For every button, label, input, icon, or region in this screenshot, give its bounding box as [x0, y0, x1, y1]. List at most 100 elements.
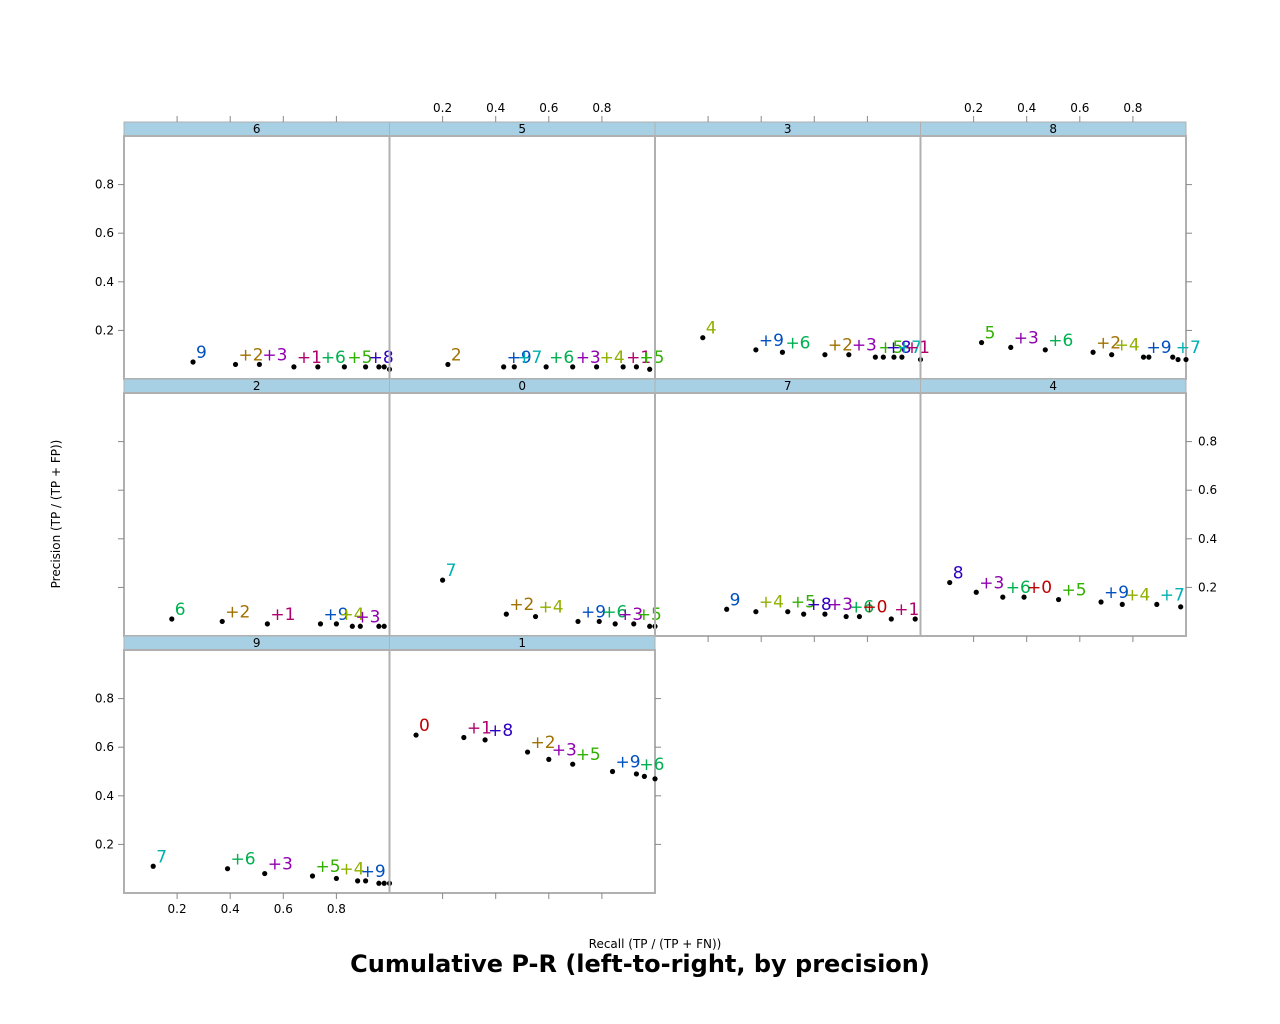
data-point — [262, 870, 268, 877]
point-label: +4 — [1125, 585, 1150, 605]
point-label: +6 — [1006, 578, 1031, 598]
bottom-x-axis-0: 0.2 0.4 0.6 0.8 — [168, 893, 346, 916]
point-label: +6 — [231, 850, 256, 870]
data-point — [596, 618, 602, 625]
data-point — [1021, 594, 1027, 600]
axes-layer: 0.2 0.4 0.6 0.8 0.2 0.4 0.6 0.80.2 0.4 0.6 0.80.20… — [95, 101, 1217, 916]
data-point — [978, 339, 985, 346]
data-point — [190, 359, 196, 365]
data-point — [315, 364, 321, 370]
data-point — [1154, 601, 1160, 608]
data-point — [1008, 344, 1014, 351]
panel-7: 7 9 +4 +5+8+3+6+0 +1 — [654, 378, 922, 637]
panel-9: 9 7 +6 +3 +5+4+9 — [123, 635, 393, 894]
point-label: +4 — [539, 598, 564, 618]
point-label: +3 — [355, 607, 380, 627]
data-point — [612, 621, 618, 627]
point-label: +2 — [531, 733, 556, 753]
data-point — [349, 623, 355, 629]
point-label: +6 — [785, 333, 810, 353]
point-label: 5 — [985, 324, 996, 344]
data-point — [357, 623, 363, 629]
data-point — [381, 623, 387, 629]
x-tick-label: 0.8 — [592, 101, 611, 115]
point-label: +7 — [517, 348, 542, 368]
data-point — [503, 611, 509, 617]
strip-label-8: 8 — [1049, 122, 1057, 136]
strip-label-2: 2 — [253, 379, 261, 393]
data-point — [232, 361, 239, 368]
point-label: +5 — [878, 338, 903, 358]
data-point — [363, 878, 369, 884]
panel-frame-1 — [388, 649, 656, 894]
data-point — [524, 749, 531, 755]
data-point — [724, 606, 730, 612]
point-label: +4 — [759, 593, 784, 613]
panel-0: 0 7 +2 +4 +9+6+3+5 — [388, 378, 662, 637]
data-point — [264, 621, 270, 627]
y-tick-label: 0.6 — [95, 740, 114, 754]
data-point — [309, 873, 316, 879]
data-point — [652, 776, 658, 782]
point-label: +8 — [369, 348, 394, 368]
strip-label-5: 5 — [518, 122, 526, 136]
x-tick-label: 0.6 — [274, 902, 293, 916]
data-point — [341, 364, 347, 370]
data-point — [1109, 352, 1115, 358]
point-label: +4 — [1115, 336, 1140, 356]
data-point — [856, 613, 863, 620]
data-point — [376, 623, 382, 629]
point-label: +9 — [1104, 583, 1129, 603]
data-point — [376, 364, 382, 370]
right-y-axis-0 — [1186, 184, 1192, 331]
point-label: 8 — [953, 564, 964, 584]
point-label: +9 — [1147, 338, 1172, 358]
point-label: +1 — [894, 600, 919, 620]
y-tick-label: 0.4 — [1198, 532, 1217, 546]
y-tick-label: 0.2 — [95, 837, 114, 851]
point-label: +2 — [1096, 333, 1121, 353]
point-label: +3 — [552, 740, 577, 760]
data-point — [631, 621, 637, 627]
bottom-x-axis-3 — [973, 636, 1134, 642]
data-point — [219, 618, 225, 625]
bottom-x-axis-2 — [707, 636, 868, 642]
point-label: 2 — [451, 345, 462, 365]
bottom-x-axis-1 — [442, 893, 603, 899]
point-label: +3 — [262, 345, 287, 365]
data-point — [609, 768, 616, 775]
strip-label-1: 1 — [518, 636, 526, 650]
y-tick-label: 0.2 — [95, 323, 114, 337]
data-point — [620, 364, 626, 370]
panel-5: 5 2 +9+7 +6 +3+4 +1+5 — [388, 121, 664, 380]
right-y-axis-2 — [655, 698, 661, 845]
y-axis-title: Precision (TP / (TP + FP)) — [49, 440, 63, 589]
point-label: +9 — [323, 605, 348, 625]
data-point — [445, 361, 451, 368]
point-label: +9 — [361, 862, 386, 882]
point-label: +2 — [509, 595, 534, 615]
data-point — [1175, 356, 1181, 363]
left-y-axis-2: 0.2 0.4 0.6 0.8 — [95, 692, 124, 851]
top-x-axis-0 — [176, 116, 337, 122]
data-point — [973, 589, 979, 595]
data-point — [641, 773, 647, 779]
point-label: +6 — [321, 348, 346, 368]
data-point — [291, 364, 297, 370]
data-point — [570, 761, 576, 767]
data-point — [381, 364, 387, 370]
data-point — [633, 364, 640, 370]
data-point — [822, 611, 828, 617]
point-label: +5 — [791, 593, 816, 613]
point-label: +3 — [618, 605, 643, 625]
point-label: +3 — [828, 595, 853, 615]
point-label: +5 — [639, 348, 664, 368]
point-label: +7 — [1176, 338, 1201, 358]
data-point — [575, 618, 581, 625]
point-label: +3 — [268, 855, 293, 875]
data-point — [169, 616, 175, 622]
data-point — [647, 366, 653, 372]
data-point — [1178, 604, 1184, 610]
left-y-axis-0: 0.2 0.4 0.6 0.8 — [95, 178, 124, 337]
strip-label-0: 0 — [518, 379, 526, 393]
